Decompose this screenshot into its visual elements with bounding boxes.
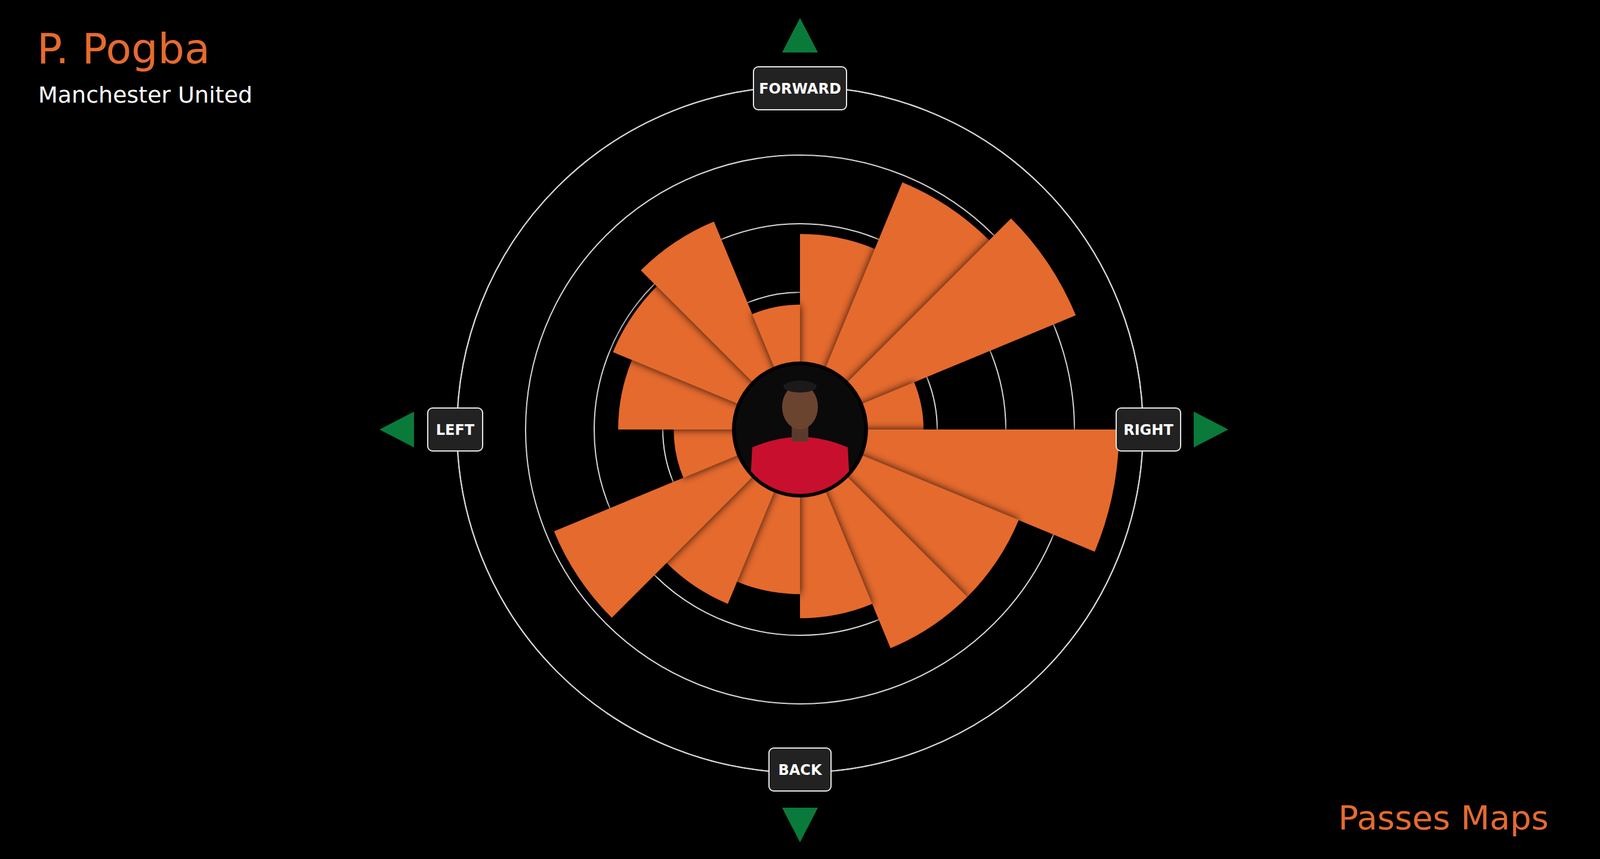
direction-label: BACK <box>777 761 823 779</box>
footer: Passes Maps <box>1338 798 1549 837</box>
avatar <box>735 365 865 502</box>
title: P. Pogba <box>36 24 210 74</box>
direction-arrow <box>379 411 415 448</box>
chart: FORWARD RIGHT BACK LEFT P. Pogba Manchester U… <box>0 0 1600 859</box>
direction-label: FORWARD <box>758 80 842 98</box>
direction-label: RIGHT <box>1123 421 1174 439</box>
subtitle: Manchester United <box>38 81 253 108</box>
direction-box <box>753 66 847 110</box>
direction-arrow <box>782 17 818 53</box>
bars <box>554 182 1120 649</box>
grid-ring <box>456 86 1144 773</box>
direction-label: LEFT <box>436 421 475 439</box>
direction-arrow <box>782 807 818 843</box>
direction-arrow <box>1193 411 1229 448</box>
direction-box <box>427 408 483 452</box>
direction-box <box>1116 408 1181 452</box>
direction-box <box>768 748 832 792</box>
avatar-hair <box>783 380 817 393</box>
avatar-shirt <box>749 437 851 502</box>
range-boundary <box>456 86 1144 773</box>
